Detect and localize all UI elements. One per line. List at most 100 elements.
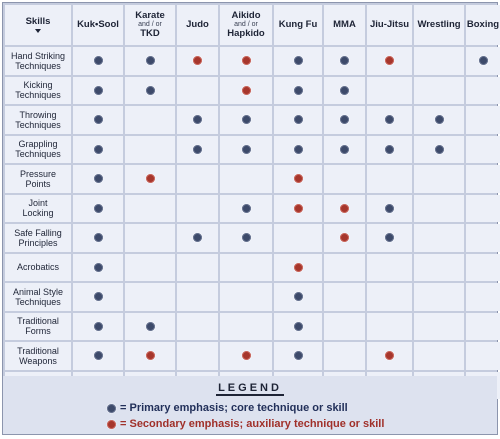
table-cell xyxy=(220,135,272,163)
skills-header-label: Skills xyxy=(25,16,51,27)
table-cell xyxy=(466,106,500,134)
table-cell xyxy=(73,253,123,281)
column-header-mma: MMA xyxy=(324,5,365,45)
column-header-kuk-sool: Kuk•Sool xyxy=(73,5,123,45)
table-row: Grappling Techniques xyxy=(5,135,500,163)
table-cell xyxy=(466,47,500,75)
table-cell xyxy=(274,342,322,370)
legend-title: LEGEND xyxy=(216,382,284,396)
secondary-dot-icon xyxy=(384,55,395,67)
primary-dot-icon xyxy=(240,202,252,214)
table-row: Traditional Forms xyxy=(5,312,500,340)
table-cell xyxy=(367,253,412,281)
table-row: Pressure Points xyxy=(5,165,500,193)
table-cell xyxy=(367,224,412,252)
primary-dot-icon xyxy=(292,291,304,303)
primary-dot-icon xyxy=(92,350,104,362)
table-cell xyxy=(367,135,412,163)
table-cell xyxy=(177,253,218,281)
table-cell xyxy=(73,194,123,222)
primary-dot-icon xyxy=(106,402,117,414)
table-cell xyxy=(367,312,412,340)
table-cell xyxy=(324,342,365,370)
table-cell xyxy=(274,47,322,75)
primary-dot-icon xyxy=(144,55,156,67)
primary-dot-icon xyxy=(339,84,350,96)
table-cell xyxy=(177,165,218,193)
secondary-dot-icon xyxy=(240,55,252,67)
table-cell xyxy=(125,283,175,311)
table-cell xyxy=(367,342,412,370)
column-header-judo: Judo xyxy=(177,5,218,45)
table-row: Kicking Techniques xyxy=(5,76,500,104)
skill-label: Pressure Points xyxy=(5,165,71,193)
primary-dot-icon xyxy=(292,114,304,126)
table-cell xyxy=(466,194,500,222)
table-cell xyxy=(274,312,322,340)
table-cell xyxy=(414,47,464,75)
primary-dot-icon xyxy=(144,320,156,332)
table-cell xyxy=(220,253,272,281)
table-cell xyxy=(177,76,218,104)
primary-dot-icon xyxy=(384,232,395,244)
table-cell xyxy=(414,194,464,222)
table-cell xyxy=(324,76,365,104)
table-cell xyxy=(177,283,218,311)
table-cell xyxy=(414,224,464,252)
skill-label: Animal Style Techniques xyxy=(5,283,71,311)
table-cell xyxy=(73,76,123,104)
table-row: Traditional Weapons xyxy=(5,342,500,370)
table-cell xyxy=(367,76,412,104)
table-cell xyxy=(466,312,500,340)
table-row: Joint Locking xyxy=(5,194,500,222)
table-cell xyxy=(220,47,272,75)
skills-column-header[interactable]: Skills xyxy=(5,5,71,45)
primary-dot-icon xyxy=(292,143,304,155)
table-cell xyxy=(220,312,272,340)
table-cell xyxy=(177,47,218,75)
table-row: Hand Striking Techniques xyxy=(5,47,500,75)
table-cell xyxy=(414,312,464,340)
column-header-aikido: Aikido and / or Hapkido xyxy=(220,5,272,45)
table-cell xyxy=(466,342,500,370)
skill-label: Acrobatics xyxy=(5,253,71,281)
table-cell xyxy=(274,76,322,104)
header-row: Skills Kuk•Sool Karate and / or TKD Judo… xyxy=(5,5,500,45)
table-body: Hand Striking Techniques Kicking Techniques… xyxy=(5,47,500,399)
table-cell xyxy=(73,165,123,193)
sort-down-arrow-icon xyxy=(35,29,41,33)
primary-dot-icon xyxy=(92,114,104,126)
primary-dot-icon xyxy=(292,84,304,96)
table-cell xyxy=(466,165,500,193)
table-cell xyxy=(367,283,412,311)
table-cell xyxy=(466,224,500,252)
legend-primary: = Primary emphasis; core technique or sk… xyxy=(106,402,348,414)
secondary-dot-icon xyxy=(106,418,117,430)
primary-dot-icon xyxy=(144,84,156,96)
primary-dot-icon xyxy=(92,291,104,303)
primary-dot-icon xyxy=(192,232,203,244)
table-cell xyxy=(73,135,123,163)
table-cell xyxy=(73,47,123,75)
primary-dot-icon xyxy=(240,232,252,244)
table-cell xyxy=(177,224,218,252)
skill-label: Throwing Techniques xyxy=(5,106,71,134)
table-cell xyxy=(125,47,175,75)
table-cell xyxy=(466,253,500,281)
column-header-wrestling: Wrestling xyxy=(414,5,464,45)
table-cell xyxy=(177,342,218,370)
primary-dot-icon xyxy=(92,320,104,332)
table-cell xyxy=(125,224,175,252)
skill-label: Hand Striking Techniques xyxy=(5,47,71,75)
secondary-dot-icon xyxy=(292,261,304,273)
primary-dot-icon xyxy=(240,114,252,126)
secondary-dot-icon xyxy=(339,232,350,244)
table-cell xyxy=(177,312,218,340)
table-cell xyxy=(220,76,272,104)
table-cell xyxy=(177,194,218,222)
table-cell xyxy=(414,76,464,104)
column-header-kung-fu: Kung Fu xyxy=(274,5,322,45)
primary-dot-icon xyxy=(292,320,304,332)
table-row: Safe Falling Principles xyxy=(5,224,500,252)
table-cell xyxy=(73,312,123,340)
